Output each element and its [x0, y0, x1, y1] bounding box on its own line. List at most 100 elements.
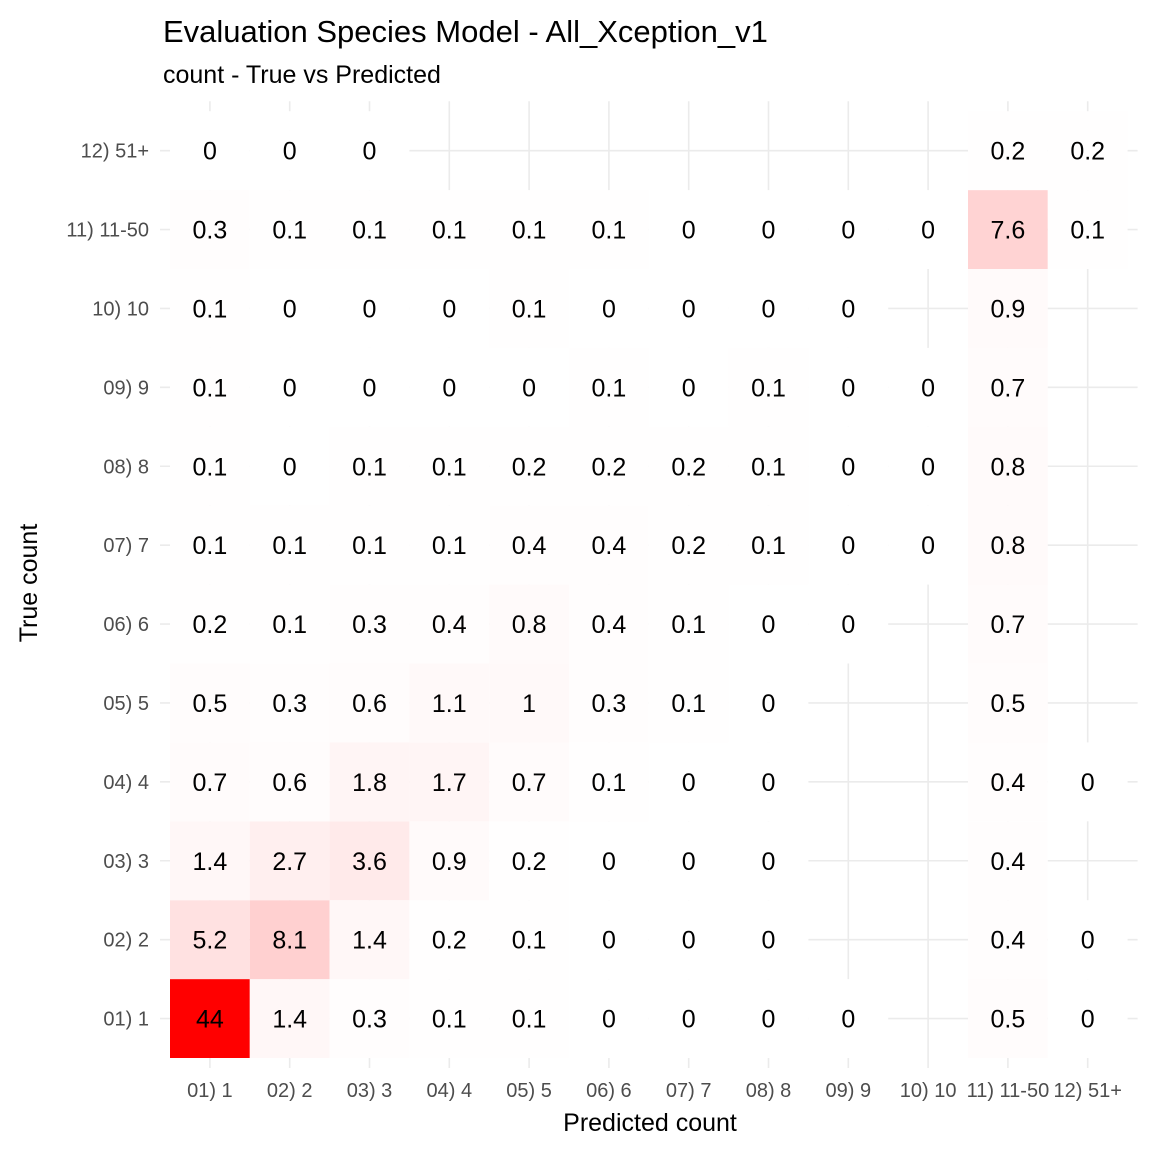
- value-label-01-1-vs-04-4: 0.1: [432, 1006, 467, 1034]
- tile-08-8-vs-08-8: [728, 426, 809, 506]
- value-label-04-4-vs-04-4: 1.7: [432, 769, 467, 797]
- tile-01-1-vs-02-2: [249, 979, 330, 1058]
- tile-04-4-vs-02-2: [249, 742, 330, 822]
- tile-11-11-50-vs-02-2: [249, 190, 330, 269]
- tile-10-10-vs-07-7: [648, 269, 729, 348]
- tile-01-1-vs-04-4: [409, 979, 490, 1058]
- tile-09-9-vs-09-9: [808, 347, 889, 427]
- value-label-07-7-vs-08-8: 0.1: [751, 532, 786, 560]
- value-label-04-4-vs-03-3: 1.8: [352, 769, 387, 797]
- value-label-07-7-vs-10-10: 0: [921, 532, 935, 560]
- tile-11-11-50-vs-04-4: [409, 190, 490, 269]
- value-label-04-4-vs-12-51: 0: [1081, 769, 1095, 797]
- tile-07-7-vs-01-1: [170, 505, 250, 585]
- value-label-09-9-vs-10-10: 0: [921, 374, 935, 402]
- y-tick-label-05-5: 05) 5: [103, 693, 149, 715]
- tile-12-51-vs-01-1: [170, 111, 250, 191]
- tile-11-11-50-vs-08-8: [728, 190, 809, 269]
- tile-11-11-50-vs-06-6: [569, 190, 649, 269]
- value-label-11-11-50-vs-11-11-50: 7.6: [991, 217, 1026, 245]
- value-label-09-9-vs-04-4: 0: [442, 374, 456, 402]
- tile-05-5-vs-07-7: [648, 663, 729, 743]
- y-tick-label-10-10: 10) 10: [92, 298, 149, 320]
- tile-05-5-vs-11-11-50: [968, 663, 1048, 743]
- value-label-11-11-50-vs-05-5: 0.1: [512, 217, 547, 245]
- tile-09-9-vs-05-5: [489, 347, 569, 427]
- tile-07-7-vs-08-8: [728, 505, 809, 585]
- value-label-02-2-vs-12-51: 0: [1081, 927, 1095, 955]
- value-label-07-7-vs-09-9: 0: [841, 532, 855, 560]
- tile-11-11-50-vs-01-1: [170, 190, 250, 269]
- tile-08-8-vs-01-1: [170, 426, 250, 506]
- value-label-08-8-vs-11-11-50: 0.8: [991, 453, 1026, 481]
- tile-08-8-vs-04-4: [409, 426, 490, 506]
- value-label-08-8-vs-05-5: 0.2: [512, 453, 547, 481]
- tile-12-51-vs-12-51: [1047, 111, 1128, 191]
- value-label-06-6-vs-02-2: 0.1: [272, 611, 307, 639]
- value-label-11-11-50-vs-02-2: 0.1: [272, 217, 307, 245]
- value-label-01-1-vs-12-51: 0: [1081, 1006, 1095, 1034]
- value-label-04-4-vs-08-8: 0: [762, 769, 776, 797]
- x-tick-label-06-6: 06) 6: [586, 1080, 632, 1102]
- y-tick-label-09-9: 09) 9: [103, 377, 149, 399]
- value-label-08-8-vs-01-1: 0.1: [193, 453, 228, 481]
- tile-09-9-vs-10-10: [888, 347, 968, 427]
- tile-03-3-vs-01-1: [170, 821, 250, 901]
- x-tick-label-02-2: 02) 2: [267, 1080, 313, 1102]
- value-label-12-51-vs-03-3: 0: [363, 138, 377, 166]
- tile-10-10-vs-02-2: [249, 269, 330, 348]
- value-label-09-9-vs-02-2: 0: [283, 374, 297, 402]
- value-label-01-1-vs-07-7: 0: [682, 1006, 696, 1034]
- value-label-03-3-vs-04-4: 0.9: [432, 848, 467, 876]
- value-label-09-9-vs-05-5: 0: [522, 374, 536, 402]
- tile-05-5-vs-04-4: [409, 663, 490, 743]
- tile-01-1-vs-09-9: [808, 979, 889, 1058]
- value-label-09-9-vs-03-3: 0: [363, 374, 377, 402]
- tile-10-10-vs-04-4: [409, 269, 490, 348]
- value-label-03-3-vs-03-3: 3.6: [352, 848, 387, 876]
- value-label-03-3-vs-02-2: 2.7: [272, 848, 307, 876]
- value-label-08-8-vs-09-9: 0: [841, 453, 855, 481]
- tile-07-7-vs-05-5: [489, 505, 569, 585]
- tile-02-2-vs-04-4: [409, 900, 490, 980]
- value-label-01-1-vs-02-2: 1.4: [272, 1006, 307, 1034]
- tile-04-4-vs-07-7: [648, 742, 729, 822]
- value-label-06-6-vs-09-9: 0: [841, 611, 855, 639]
- tile-10-10-vs-08-8: [728, 269, 809, 348]
- value-label-09-9-vs-06-6: 0.1: [592, 374, 627, 402]
- value-label-11-11-50-vs-07-7: 0: [682, 217, 696, 245]
- tile-06-6-vs-03-3: [329, 584, 410, 664]
- value-label-09-9-vs-09-9: 0: [841, 374, 855, 402]
- value-label-03-3-vs-11-11-50: 0.4: [991, 848, 1026, 876]
- tile-11-11-50-vs-12-51: [1047, 190, 1128, 269]
- tile-03-3-vs-03-3: [329, 821, 410, 901]
- tile-11-11-50-vs-09-9: [808, 190, 889, 269]
- tile-03-3-vs-07-7: [648, 821, 729, 901]
- x-tick-label-03-3: 03) 3: [347, 1080, 393, 1102]
- tile-10-10-vs-11-11-50: [968, 269, 1048, 348]
- tile-01-1-vs-05-5: [489, 979, 569, 1058]
- value-label-07-7-vs-05-5: 0.4: [512, 532, 547, 560]
- value-label-09-9-vs-01-1: 0.1: [193, 374, 228, 402]
- tile-03-3-vs-06-6: [569, 821, 649, 901]
- value-label-06-6-vs-03-3: 0.3: [352, 611, 387, 639]
- value-label-09-9-vs-08-8: 0.1: [751, 374, 786, 402]
- value-label-08-8-vs-03-3: 0.1: [352, 453, 387, 481]
- value-label-01-1-vs-05-5: 0.1: [512, 1006, 547, 1034]
- value-label-05-5-vs-02-2: 0.3: [272, 690, 307, 718]
- tile-09-9-vs-08-8: [728, 347, 809, 427]
- value-label-04-4-vs-02-2: 0.6: [272, 769, 307, 797]
- y-tick-label-01-1: 01) 1: [103, 1009, 149, 1031]
- tile-05-5-vs-05-5: [489, 663, 569, 743]
- tile-03-3-vs-05-5: [489, 821, 569, 901]
- tile-05-5-vs-02-2: [249, 663, 330, 743]
- x-tick-label-05-5: 05) 5: [506, 1080, 552, 1102]
- value-label-11-11-50-vs-04-4: 0.1: [432, 217, 467, 245]
- tile-06-6-vs-06-6: [569, 584, 649, 664]
- tile-09-9-vs-03-3: [329, 347, 410, 427]
- value-label-02-2-vs-07-7: 0: [682, 927, 696, 955]
- tile-12-51-vs-02-2: [249, 111, 330, 191]
- value-label-06-6-vs-08-8: 0: [762, 611, 776, 639]
